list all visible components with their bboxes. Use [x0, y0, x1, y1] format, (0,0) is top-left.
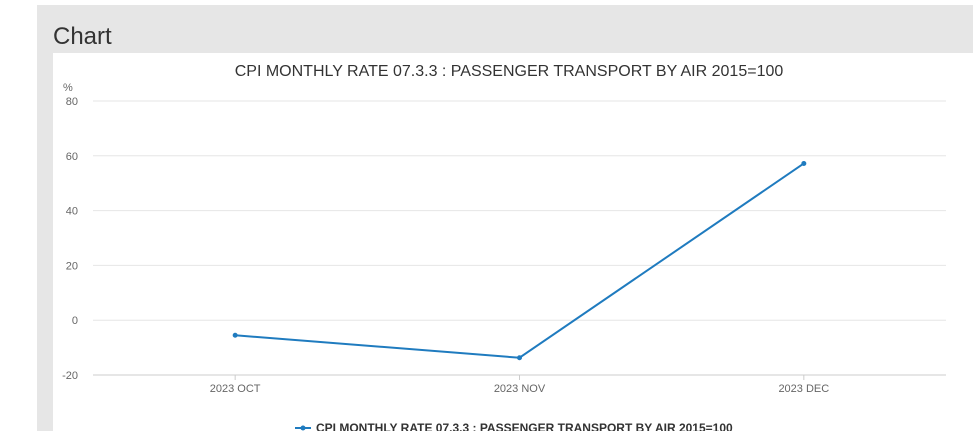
series-line[interactable]: [235, 162, 805, 359]
y-tick-labels: 80 60 40 20 0 -20: [62, 96, 78, 382]
y-tick-label: -20: [62, 370, 78, 382]
y-tick-label: 40: [66, 206, 78, 218]
x-tick-label: 2023 DEC: [778, 383, 829, 395]
panel-title: Chart: [53, 23, 112, 50]
x-tick-label: 2023 OCT: [210, 383, 261, 395]
chart-title: CPI MONTHLY RATE 07.3.3 : PASSENGER TRAN…: [235, 63, 784, 80]
legend[interactable]: CPI MONTHLY RATE 07.3.3 : PASSENGER TRAN…: [295, 421, 733, 435]
chart-panel: Chart CPI MONTHLY RATE 07.3.3 : PASSENGE…: [37, 5, 973, 435]
x-tick-label: 2023 NOV: [494, 383, 546, 395]
y-tick-label: 60: [66, 151, 78, 163]
legend-label: CPI MONTHLY RATE 07.3.3 : PASSENGER TRAN…: [316, 421, 733, 431]
line-chart: CPI MONTHLY RATE 07.3.3 : PASSENGER TRAN…: [62, 63, 946, 435]
data-point[interactable]: [517, 355, 522, 361]
y-tick-label: 20: [66, 260, 78, 272]
legend-point-marker: [300, 425, 306, 431]
y-axis-unit: %: [63, 82, 73, 94]
y-tick-label: 0: [72, 315, 78, 327]
x-tick-labels: 2023 OCT 2023 NOV 2023 DEC: [210, 375, 829, 395]
data-point[interactable]: [232, 332, 238, 338]
y-tick-label: 80: [66, 96, 78, 108]
chart-area: CPI MONTHLY RATE 07.3.3 : PASSENGER TRAN…: [53, 53, 973, 435]
series-layer: [232, 160, 807, 361]
data-point[interactable]: [801, 160, 807, 166]
gridlines: [93, 100, 946, 376]
